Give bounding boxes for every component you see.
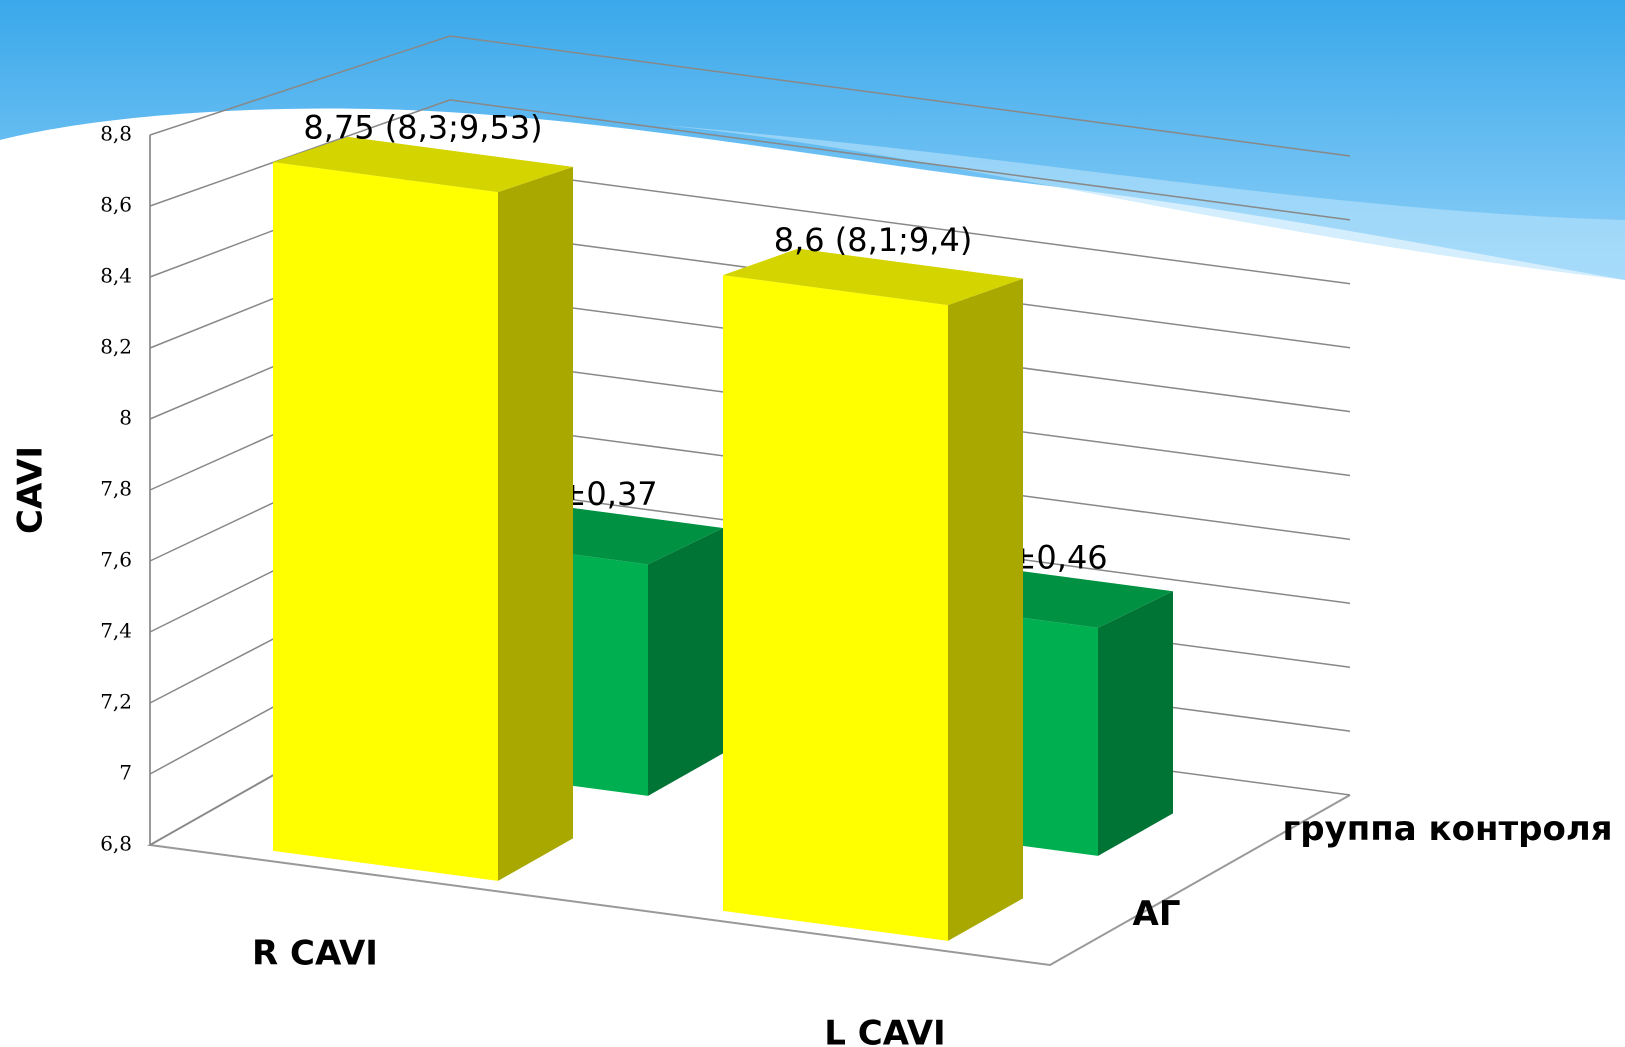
bar-side: [648, 528, 723, 796]
bar-side: [948, 278, 1023, 941]
grid-line: [149, 99, 1351, 221]
y-tick-label: 8,4: [100, 264, 132, 288]
y-tick-label: 7: [119, 761, 132, 785]
bar: [723, 248, 1023, 941]
bar-top: [273, 136, 573, 193]
bar-front: [273, 162, 498, 881]
y-tick-label: 7,2: [100, 690, 132, 714]
x-tick-label: R CAVI: [252, 934, 378, 974]
y-tick-label: 7,4: [100, 619, 132, 643]
y-axis-title: CAVI: [11, 446, 51, 534]
bar-top: [723, 248, 1023, 306]
bar-side: [498, 166, 573, 881]
y-tick-label: 7,6: [100, 548, 132, 572]
y-tick-label: 8,8: [100, 122, 132, 146]
y-tick-label: 8,6: [100, 193, 132, 217]
y-tick-label: 8: [119, 406, 132, 430]
series-label: АГ: [1133, 894, 1181, 934]
y-tick-label: 6,8: [100, 832, 132, 856]
bar-side: [1098, 591, 1173, 856]
bar: [273, 136, 573, 881]
grid-line: [149, 35, 1351, 157]
x-tick-label: L CAVI: [824, 1014, 945, 1047]
bar-front: [723, 275, 948, 941]
y-tick-label: 8,2: [100, 335, 132, 359]
y-tick-label: 7,8: [100, 477, 132, 501]
value-label: 8,75 (8,3;9,53): [303, 109, 542, 147]
value-label: 8,6 (8,1;9,4): [774, 221, 973, 259]
series-label: группа контроля: [1283, 809, 1613, 849]
header-wave-light: [600, 120, 1625, 280]
